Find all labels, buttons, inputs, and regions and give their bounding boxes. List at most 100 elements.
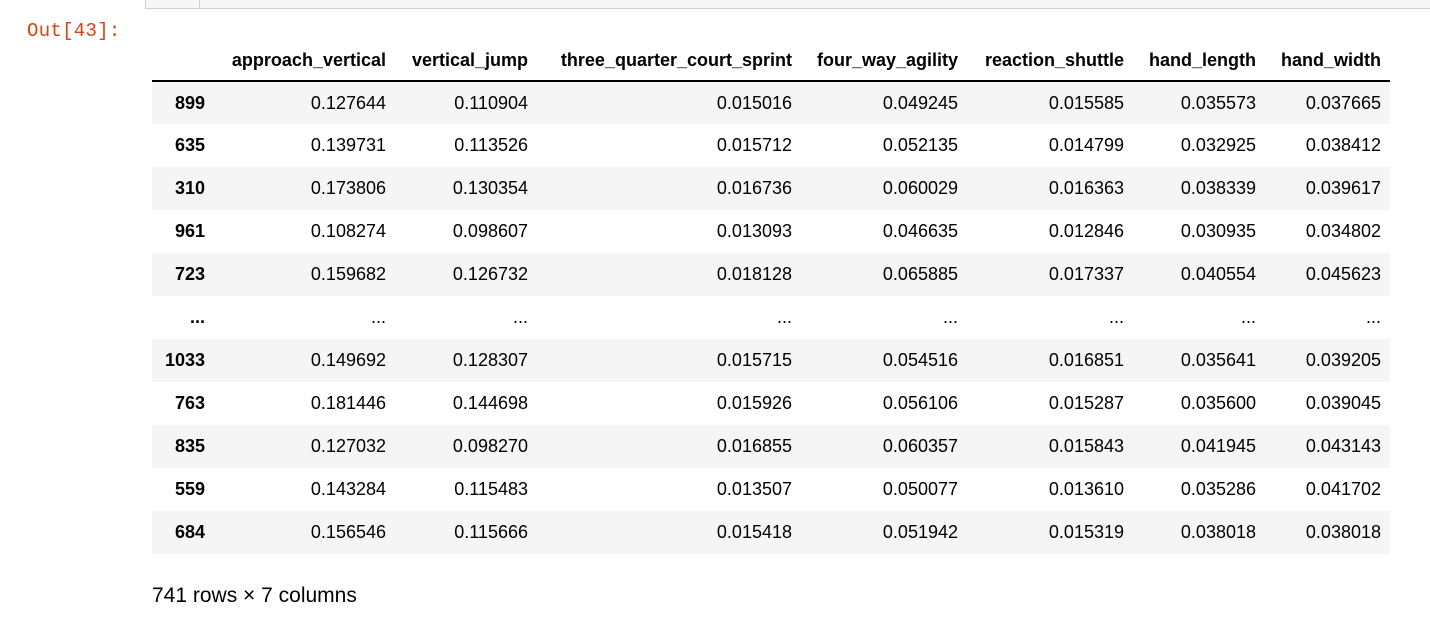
table-cell: 0.015585 xyxy=(1048,92,1124,113)
table-cell: 0.181446 xyxy=(310,393,386,413)
dataframe-table: approach_vertical vertical_jump three_qu… xyxy=(152,40,1390,554)
table-cell: 0.098607 xyxy=(452,221,528,241)
row-index: 559 xyxy=(174,479,205,499)
table-cell: 0.052135 xyxy=(882,135,958,155)
table-cell: 0.035600 xyxy=(1180,393,1256,413)
table-cell: 0.015926 xyxy=(716,393,792,413)
row-index: 684 xyxy=(174,522,205,542)
table-row: 899 0.127644 0.110904 0.015016 0.049245 0.015… xyxy=(152,81,1390,124)
table-cell: 0.108274 xyxy=(310,221,386,241)
table-cell: 0.038018 xyxy=(1305,522,1381,542)
table-cell: 0.056106 xyxy=(882,393,958,413)
table-cell: 0.126732 xyxy=(452,264,528,284)
dataframe-shape: 741 rows × 7 columns xyxy=(152,584,357,607)
previous-cell-divider xyxy=(199,0,200,9)
table-cell: 0.128307 xyxy=(452,350,528,370)
table-cell: ... xyxy=(1108,307,1124,327)
table-cell: 0.043143 xyxy=(1305,436,1381,456)
table-cell: 0.041945 xyxy=(1180,436,1256,456)
table-row: 559 0.143284 0.115483 0.013507 0.050077 0.013… xyxy=(152,468,1390,511)
table-cell: 0.037665 xyxy=(1305,92,1381,113)
previous-cell-border xyxy=(145,0,1430,9)
table-row: 835 0.127032 0.098270 0.016855 0.060357 0.015… xyxy=(152,425,1390,468)
table-cell: 0.050077 xyxy=(882,479,958,499)
table-cell: 0.173806 xyxy=(310,178,386,198)
table-cell: 0.051942 xyxy=(882,522,958,542)
table-cell: 0.017337 xyxy=(1048,264,1124,284)
table-cell: 0.012846 xyxy=(1048,221,1124,241)
table-cell: 0.034802 xyxy=(1305,221,1381,241)
table-cell: ... xyxy=(370,307,386,327)
table-cell: 0.139731 xyxy=(310,135,386,155)
table-header: approach_vertical vertical_jump three_qu… xyxy=(152,40,1390,82)
table-cell: ... xyxy=(942,307,958,327)
table-cell: ... xyxy=(776,307,792,327)
table-cell: 0.035573 xyxy=(1180,92,1256,113)
table-cell: 0.015418 xyxy=(716,522,792,542)
table-cell: 0.015843 xyxy=(1048,436,1124,456)
table-cell: 0.035286 xyxy=(1180,479,1256,499)
table-cell: 0.049245 xyxy=(882,92,958,113)
table-cell: 0.015016 xyxy=(716,92,792,113)
header-row: approach_vertical vertical_jump three_qu… xyxy=(152,40,1390,82)
output-area: approach_vertical vertical_jump three_qu… xyxy=(152,40,1390,554)
table-cell: 0.041702 xyxy=(1305,479,1381,499)
row-index: 763 xyxy=(174,393,205,413)
table-cell: 0.038339 xyxy=(1180,178,1256,198)
table-row: ........................ xyxy=(152,296,1390,339)
table-cell: 0.054516 xyxy=(882,350,958,370)
table-cell: 0.039045 xyxy=(1305,393,1381,413)
table-cell: 0.030935 xyxy=(1180,221,1256,241)
table-row: 763 0.181446 0.144698 0.015926 0.056106 0.015… xyxy=(152,382,1390,425)
table-cell: 0.038412 xyxy=(1305,135,1381,155)
table-cell: 0.013610 xyxy=(1048,479,1124,499)
table-row: 635 0.139731 0.113526 0.015712 0.052135 0.014… xyxy=(152,124,1390,167)
table-cell: 0.149692 xyxy=(310,350,386,370)
table-cell: 0.115666 xyxy=(454,522,528,542)
column-header: three_quarter_court_sprint xyxy=(537,40,801,82)
table-row: 961 0.108274 0.098607 0.013093 0.046635 0.012… xyxy=(152,210,1390,253)
table-cell: 0.127032 xyxy=(310,436,386,456)
table-cell: 0.016855 xyxy=(716,436,792,456)
table-cell: 0.018128 xyxy=(716,264,792,284)
table-cell: 0.040554 xyxy=(1180,264,1256,284)
table-cell: 0.015319 xyxy=(1048,522,1124,542)
table-cell: 0.039205 xyxy=(1305,350,1381,370)
column-header: hand_length xyxy=(1133,40,1265,82)
table-cell: 0.016851 xyxy=(1048,350,1124,370)
row-index: 1033 xyxy=(164,350,205,370)
table-row: 310 0.173806 0.130354 0.016736 0.060029 0.016… xyxy=(152,167,1390,210)
table-cell: 0.113526 xyxy=(454,135,528,155)
row-index: 723 xyxy=(174,264,205,284)
table-cell: 0.013507 xyxy=(716,479,792,499)
column-header: reaction_shuttle xyxy=(967,40,1133,82)
table-cell: 0.060357 xyxy=(882,436,958,456)
table-cell: 0.144698 xyxy=(452,393,528,413)
column-header: vertical_jump xyxy=(395,40,537,82)
column-header: four_way_agility xyxy=(801,40,967,82)
table-cell: 0.098270 xyxy=(452,436,528,456)
table-cell: 0.159682 xyxy=(310,264,386,284)
index-header xyxy=(152,40,214,82)
table-cell: 0.130354 xyxy=(452,178,528,198)
table-cell: 0.035641 xyxy=(1180,350,1256,370)
table-cell: 0.015287 xyxy=(1048,393,1124,413)
table-cell: 0.015715 xyxy=(716,350,792,370)
table-cell: 0.038018 xyxy=(1180,522,1256,542)
table-cell: ... xyxy=(512,307,528,327)
table-cell: 0.013093 xyxy=(716,221,792,241)
column-header: approach_vertical xyxy=(214,40,395,82)
row-index: 899 xyxy=(174,92,205,113)
table-cell: 0.060029 xyxy=(882,178,958,198)
table-cell: 0.065885 xyxy=(882,264,958,284)
table-cell: 0.156546 xyxy=(310,522,386,542)
table-cell: 0.110904 xyxy=(454,92,528,113)
table-cell: 0.143284 xyxy=(310,479,386,499)
table-cell: 0.016363 xyxy=(1048,178,1124,198)
table-cell: 0.045623 xyxy=(1305,264,1381,284)
table-row: 1033 0.149692 0.128307 0.015715 0.054516 0.01… xyxy=(152,339,1390,382)
row-index: 961 xyxy=(174,221,205,241)
table-cell: 0.014799 xyxy=(1048,135,1124,155)
table-cell: ... xyxy=(1240,307,1256,327)
table-cell: 0.039617 xyxy=(1305,178,1381,198)
